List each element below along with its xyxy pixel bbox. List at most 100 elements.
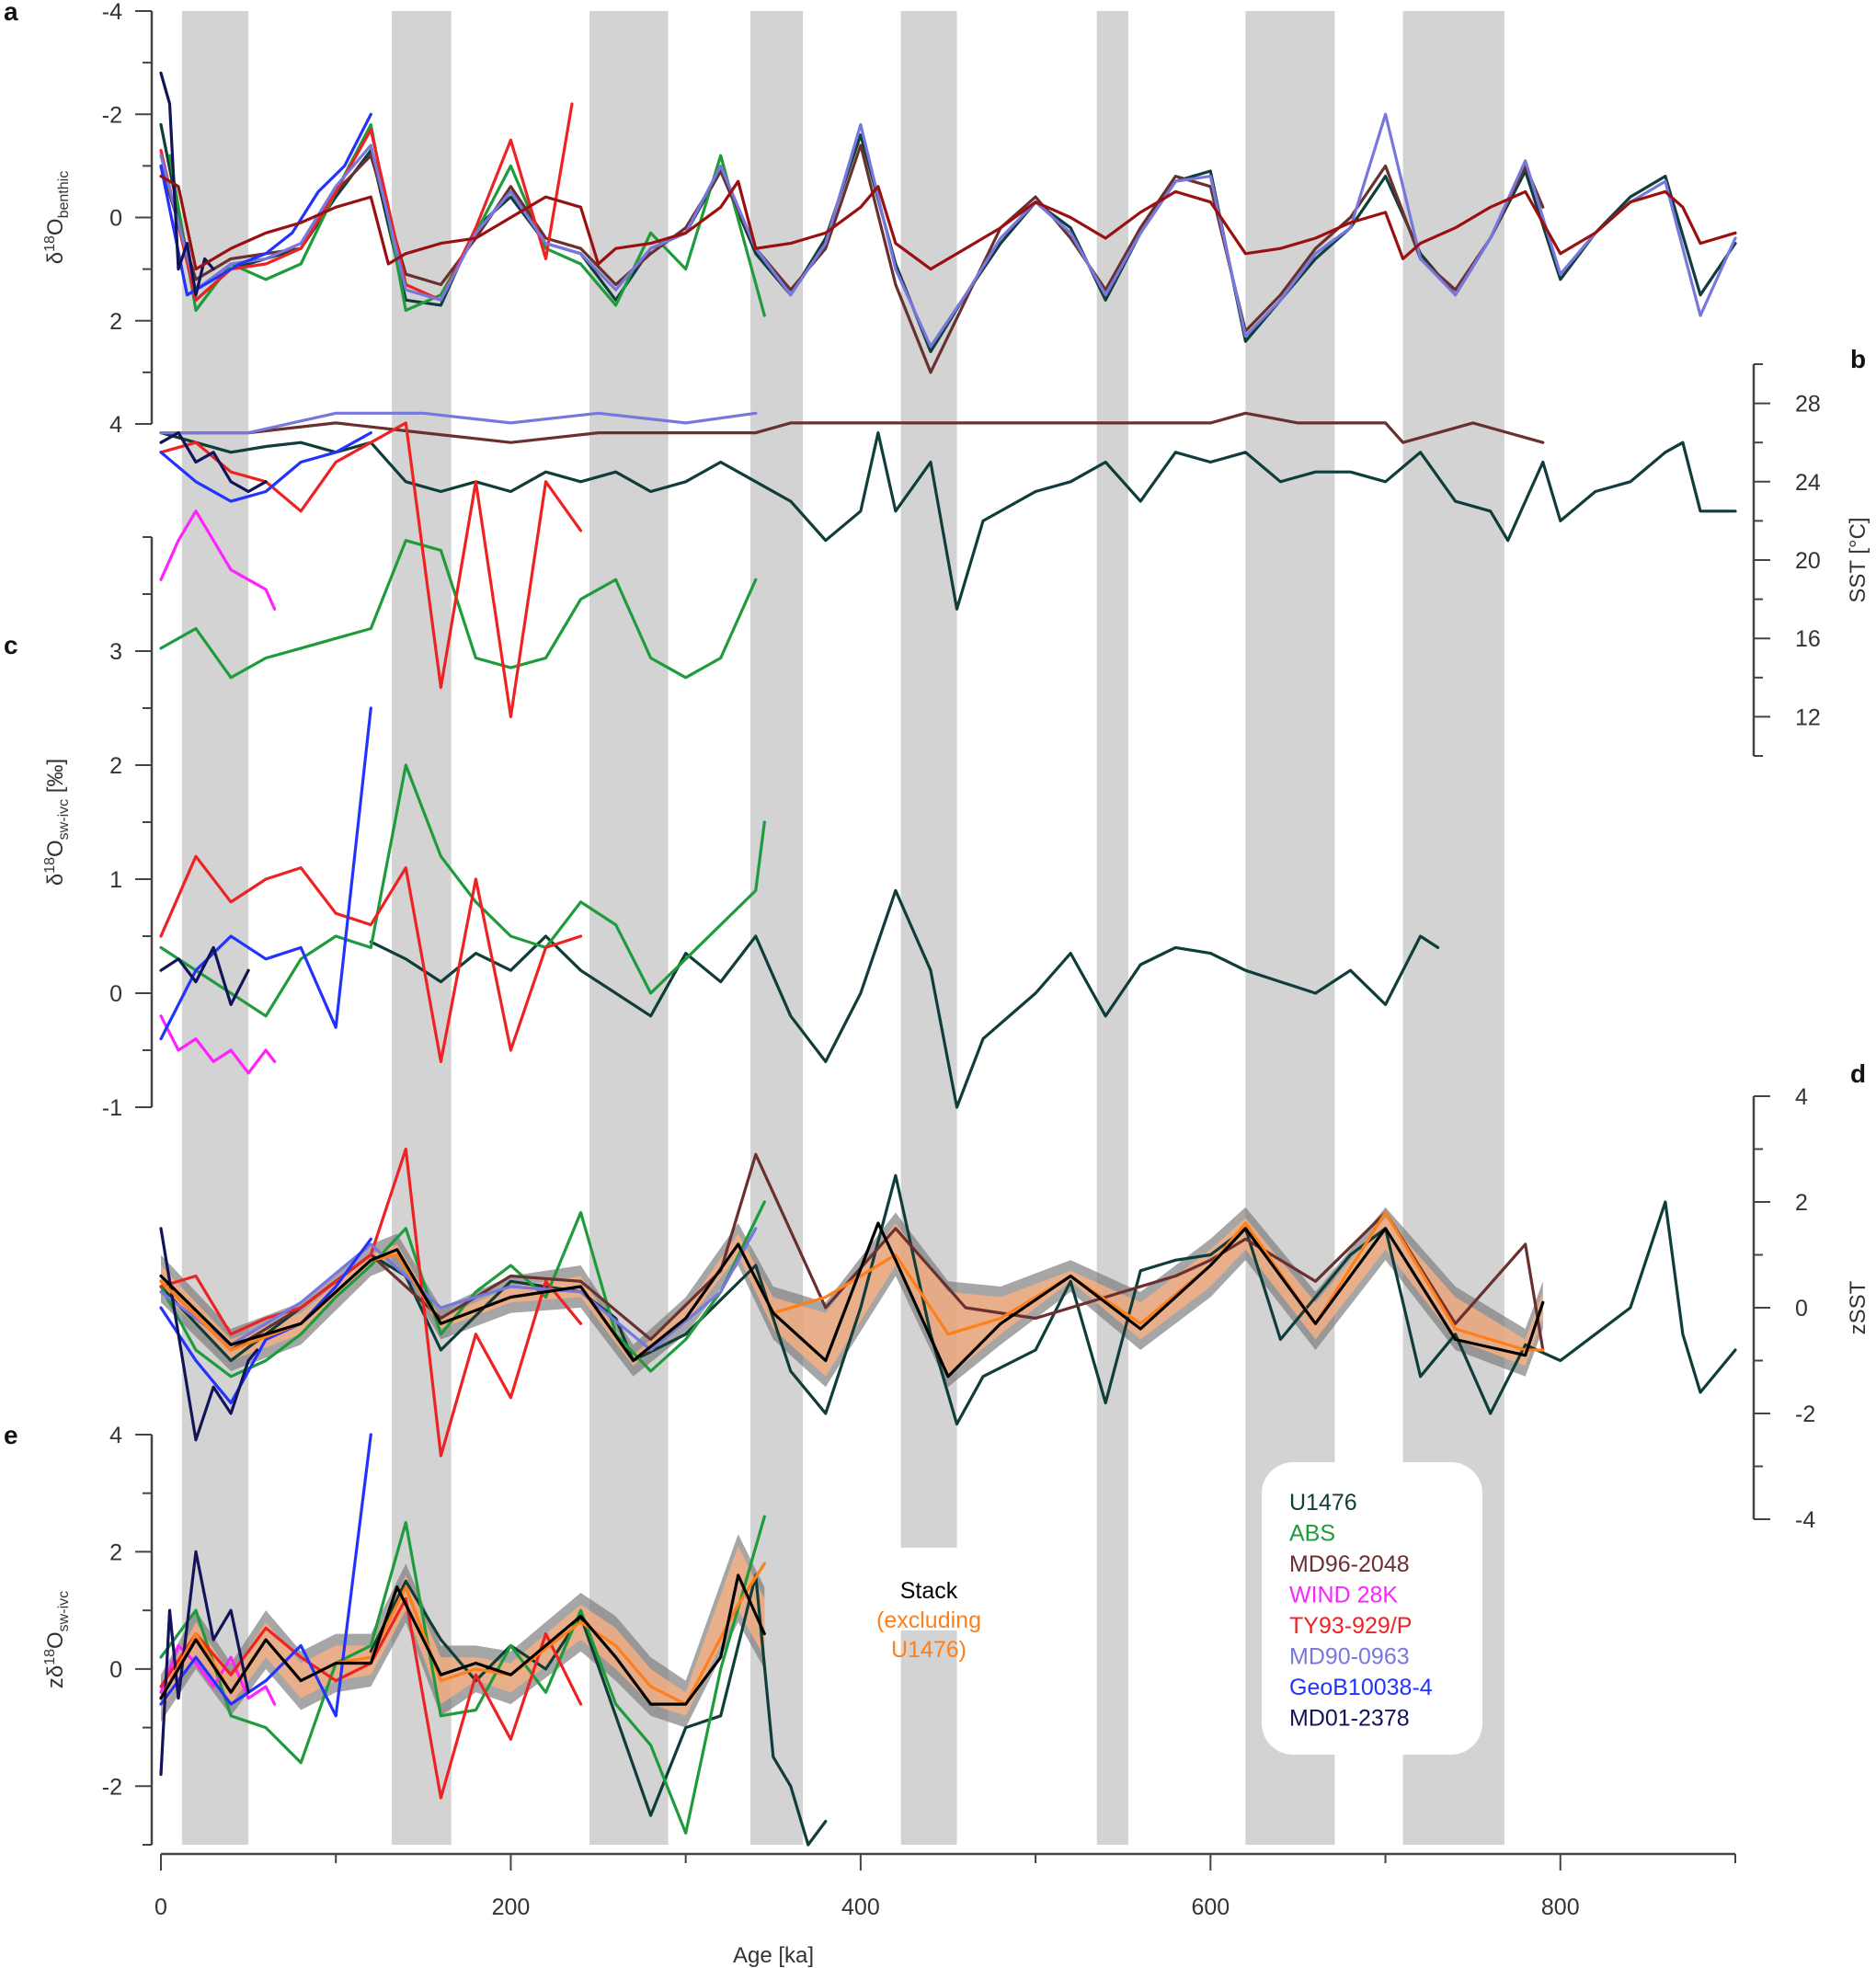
panel-d-letter: d [1850,1059,1866,1088]
panel-a-series-md01-2378 [159,71,215,297]
panel-e-letter: e [4,1421,18,1449]
panel-b-series-geob10038-4 [159,431,372,503]
panel-b-y-tick-label: 24 [1795,470,1821,496]
panel-a-y-tick-label: 2 [109,309,122,335]
panel-a-series-abs [167,122,766,317]
panel-d-y-tick-label: -2 [1795,1402,1815,1427]
panel-e [159,1433,828,1847]
panel-b-series-md96-2048 [159,411,1545,444]
panel-d-y-tick-label: 0 [1795,1296,1808,1322]
panel-a-y-tick-label: 0 [109,206,122,232]
panel-e-y-tick-label: -2 [102,1774,122,1800]
legend-entry-ty93-929-p: TY93-929/P [1289,1613,1412,1639]
legend-entry-md01-2378: MD01-2378 [1289,1706,1410,1732]
glacial-band-6 [1096,11,1128,1845]
legend-entry-abs: ABS [1289,1521,1335,1547]
glacial-band-3 [589,11,669,1845]
panel-c-y-axis: -1 0 1 2 3 [102,536,154,1121]
panel-c-y-axis-title: δ18Osw-ivc [‰] [42,759,72,886]
panel-e-series-u1476 [369,1573,828,1847]
stack-label-line1: Stack [900,1578,958,1604]
x-tick-label: 600 [1191,1894,1230,1920]
panel-d [159,1147,1737,1458]
panel-b-series-wind-28k [159,509,277,611]
panel-a-letter: a [4,0,18,26]
panel-d-y-axis: 4 2 0 -2 -4 [1752,1084,1815,1533]
panel-d-y-tick-label: 2 [1795,1190,1808,1216]
legend: U1476 ABS MD96-2048 WIND 28K TY93-929/P MD90-… [1262,1462,1482,1755]
panel-b-y-tick-label: 12 [1795,704,1821,730]
panel-d-stack-excl-uncertainty-band [161,1218,1543,1377]
panel-e-y-axis-title: zδ18Osw-ivc [42,1591,72,1688]
panel-c-letter: c [4,631,18,659]
legend-entry-md96-2048: MD96-2048 [1289,1551,1410,1577]
panel-d-series-geob10038-4 [159,1237,372,1405]
legend-entry-wind-28k: WIND 28K [1289,1583,1398,1608]
panel-a [159,71,1737,374]
panel-a-y-tick-label: 4 [109,412,122,438]
panel-d-y-axis-title: zSST [1846,1280,1870,1334]
panel-e-y-tick-label: 2 [109,1539,122,1565]
panel-a-series-lr04 [159,175,1737,271]
panel-b-y-axis-title: SST [°C] [1846,517,1870,602]
panel-c-y-tick-label: 0 [109,981,122,1007]
legend-entry-u1476: U1476 [1289,1490,1357,1516]
legend-box [1262,1462,1482,1755]
panel-c-series-wind-28k [159,1014,277,1075]
panel-e-stack-excl-uncertainty-band [161,1546,765,1716]
panel-b-series-md01-2378 [159,431,268,494]
panel-d-y-tick-label: 4 [1795,1084,1808,1110]
panel-b-series-abs [159,539,758,680]
panel-c [159,706,1440,1109]
panel-a-series-md96-2048 [159,143,1545,374]
stack-label: Stack (excluding U1476) [876,1578,981,1663]
panel-b-letter: b [1850,345,1866,373]
panel-c-series-geob10038-4 [159,706,372,1041]
panel-a-y-tick-label: -4 [102,0,122,25]
panel-b-y-tick-label: 28 [1795,392,1821,418]
stack-label-line2: (excluding [876,1608,981,1633]
panel-e-y-tick-label: 0 [109,1657,122,1683]
panel-b [159,411,1737,718]
x-tick-label: 200 [492,1894,531,1920]
panel-d-series-stack [159,1221,1545,1379]
panel-b-series-u1476 [159,431,1737,611]
glacial-band-1 [181,11,249,1845]
panel-d-series-md96-2048 [159,1152,1545,1352]
panel-c-y-tick-label: 2 [109,753,122,779]
panel-e-y-axis: 4 2 0 -2 [102,1423,154,1846]
x-axis: 0 200 400 600 800 Age [ka] [154,1852,1736,1968]
panel-d-series-ty93-929-p [159,1147,583,1458]
panel-d-y-tick-label: -4 [1795,1507,1815,1533]
panel-b-series-ty93-929-p [159,421,583,718]
panel-e-series-md01-2378 [159,1550,250,1777]
panel-e-series-abs [159,1515,766,1835]
stack-label-line3: U1476) [891,1637,967,1663]
legend-entry-md90-0963: MD90-0963 [1289,1644,1410,1670]
panels [159,71,1737,1847]
panel-e-series-geob10038-4 [159,1433,372,1718]
panel-c-series-md01-2378 [159,945,250,1006]
panel-c-series-ty93-929-p [159,854,583,1063]
x-axis-title: Age [ka] [733,1943,814,1968]
panel-b-y-tick-label: 20 [1795,548,1821,574]
panel-b-series-md90-0963 [159,411,758,435]
x-tick-label: 800 [1541,1894,1580,1920]
legend-entry-geob10038-4: GeoB10038-4 [1289,1675,1433,1700]
panel-c-y-tick-label: 1 [109,867,122,893]
panel-a-y-axis-title: δ18Obenthic [42,171,72,264]
panel-b-y-tick-label: 16 [1795,626,1821,652]
panel-a-y-axis: -4 -2 0 2 4 [102,0,154,438]
panel-a-y-tick-label: -2 [102,102,122,128]
panel-e-series-wind-28k [159,1643,277,1706]
panel-d-series-abs [159,1200,766,1379]
panel-c-y-tick-label: -1 [102,1095,122,1121]
panel-e-series-stack [159,1573,766,1706]
panel-c-series-abs [159,763,766,1018]
panel-e-y-tick-label: 4 [109,1423,122,1448]
glacial-band-5-part-2 [900,1630,957,1845]
panel-b-y-axis: 12 16 20 24 28 [1752,363,1821,757]
panel-a-series-md90-0963 [159,112,1737,349]
panel-d-series-md90-0963 [159,1227,758,1352]
